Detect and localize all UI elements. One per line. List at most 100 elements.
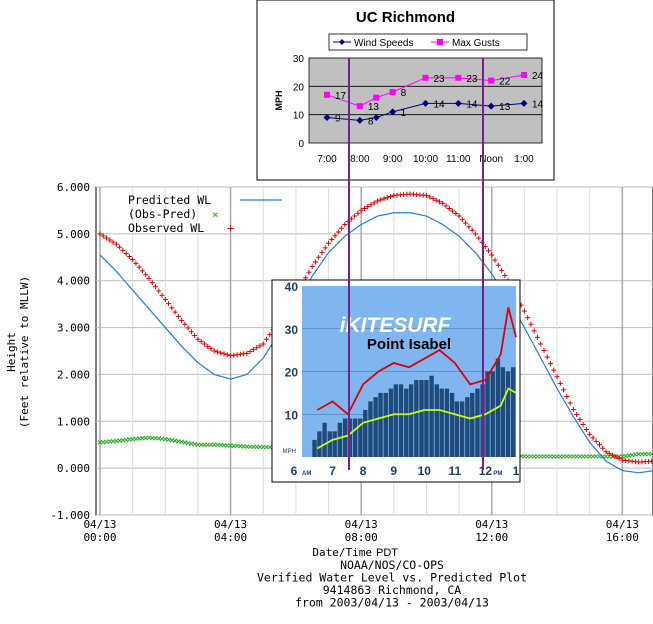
legend-label: Observed WL: [128, 221, 204, 235]
wind-data-label: 13: [499, 102, 511, 113]
y-tick-label: 30: [285, 323, 299, 337]
wind-marker: [422, 99, 429, 107]
observed-marker: [358, 207, 364, 213]
gust-marker: [455, 74, 462, 81]
x-tick-time: 08:00: [345, 531, 378, 544]
observed-marker: [159, 292, 165, 298]
observed-marker: [466, 224, 472, 230]
observed-marker: [208, 346, 214, 352]
gust-data-label: 22: [499, 77, 511, 88]
x-tick-label: 10: [418, 464, 432, 478]
y-axis-label: MPH: [274, 91, 284, 111]
observed-marker: [544, 354, 550, 360]
x-tick-label: 12: [479, 464, 493, 478]
avg-bar: [322, 422, 327, 457]
observed-marker: [570, 407, 576, 413]
observed-marker: [381, 196, 387, 202]
avg-bar: [373, 397, 378, 457]
x-tick-label: 8:00: [350, 154, 370, 165]
observed-marker: [117, 244, 123, 250]
wind-marker: [356, 116, 364, 124]
avg-bar: [490, 371, 495, 457]
gust-data-label: 8: [401, 88, 407, 99]
x-tick-suffix: PM: [493, 471, 502, 477]
observed-marker: [120, 247, 126, 253]
observed-marker: [489, 252, 495, 258]
wind-marker: [520, 99, 528, 107]
observed-marker: [499, 267, 505, 273]
observed-marker: [260, 341, 266, 347]
observed-marker: [215, 349, 221, 355]
observed-marker: [329, 236, 335, 242]
avg-bar: [352, 418, 358, 457]
x-tick-date: 04/13: [345, 518, 378, 531]
observed-marker: [528, 321, 534, 327]
observed-marker: [606, 450, 612, 456]
gust-line: [316, 307, 517, 416]
legend-observed-marker: +: [227, 221, 234, 235]
gust-marker: [324, 91, 330, 98]
avg-bar: [434, 384, 439, 457]
observed-marker: [257, 343, 263, 349]
observed-marker: [97, 231, 103, 237]
observed-marker: [472, 231, 478, 237]
observed-marker: [365, 204, 371, 210]
footer-line: from 2003/04/13 - 2003/04/13: [295, 596, 489, 610]
observed-marker: [548, 361, 554, 367]
observed-marker: [583, 426, 589, 432]
wind-data-label: 1: [401, 108, 407, 119]
observed-marker: [574, 412, 580, 418]
gust-marker: [356, 103, 363, 110]
observed-marker: [492, 257, 498, 263]
y-tick-label: 30: [293, 54, 305, 65]
avg-bar: [317, 431, 322, 457]
observed-marker: [649, 458, 653, 464]
avg-bar: [414, 380, 419, 457]
observed-marker: [423, 192, 429, 198]
observed-marker: [185, 325, 191, 331]
x-tick-label: Noon: [479, 154, 503, 165]
gust-marker: [389, 89, 396, 95]
avg-bar: [358, 418, 363, 457]
observed-marker: [590, 435, 596, 441]
x-tick-time: 16:00: [606, 531, 639, 544]
gust-marker: [521, 72, 527, 78]
avg-bar: [500, 367, 506, 457]
observed-marker: [534, 334, 540, 340]
gust-data-label: 24: [532, 71, 544, 82]
observed-marker: [450, 208, 456, 214]
wind-data-label: 14: [532, 99, 544, 110]
wind-marker: [323, 114, 331, 121]
observed-marker: [254, 345, 260, 351]
legend-gust-label: Max Gusts: [452, 38, 500, 49]
predicted-wl-line: [99, 212, 653, 474]
x-tick-label: 1: [513, 464, 520, 478]
observed-marker: [100, 233, 106, 239]
observed-marker: [531, 328, 537, 334]
observed-marker: [322, 245, 328, 251]
legend-box: [328, 33, 528, 51]
x-tick-label: 7: [329, 464, 336, 478]
observed-marker: [433, 197, 439, 203]
residual-marker: [649, 451, 653, 457]
observed-marker: [564, 393, 570, 399]
lull-line: [316, 387, 517, 450]
x-tick-label: 11:00: [446, 154, 471, 165]
observed-marker: [538, 341, 544, 347]
observed-marker: [384, 195, 390, 201]
x-tick-date: 04/13: [606, 518, 639, 531]
footer-line: Verified Water Level vs. Predicted Plot: [257, 571, 527, 585]
wind-marker: [454, 99, 462, 107]
y-tick-label: 40: [285, 280, 299, 294]
gust-data-label: 23: [466, 74, 478, 85]
observed-marker: [593, 438, 599, 444]
observed-marker: [368, 202, 374, 208]
wind-data-label: 14: [434, 99, 446, 110]
x-tick-label: 11: [449, 464, 462, 478]
avg-bar: [404, 388, 409, 457]
avg-bar: [337, 422, 343, 457]
gust-data-label: 17: [335, 91, 347, 102]
observed-marker: [557, 380, 563, 386]
avg-bar: [327, 431, 332, 457]
